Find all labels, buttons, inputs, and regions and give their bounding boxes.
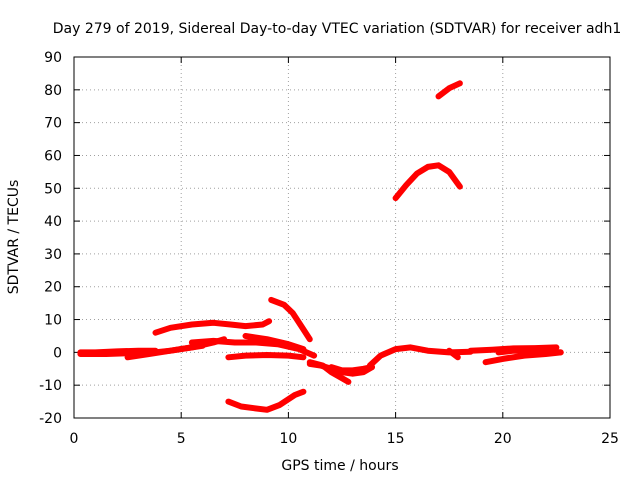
x-tick-label: 5 <box>177 431 186 447</box>
y-tick-label: 70 <box>44 116 62 132</box>
x-axis: 0 5 10 15 20 25 <box>70 57 619 447</box>
series-arc-9 <box>268 296 313 343</box>
y-tick-label: 20 <box>44 280 62 296</box>
y-tick-label: 30 <box>44 247 62 263</box>
y-tick-label: 0 <box>53 345 62 361</box>
series-arc-19 <box>435 80 463 100</box>
grid-lines <box>74 57 610 418</box>
y-tick-label: 40 <box>44 214 62 230</box>
series-arc-12 <box>328 364 375 374</box>
series-arc-17 <box>495 347 564 356</box>
x-tick-label: 10 <box>279 431 297 447</box>
series-arc-6 <box>225 352 307 361</box>
y-tick-label: 90 <box>44 50 62 66</box>
x-axis-label: GPS time / hours <box>281 458 398 474</box>
series-arc-4 <box>152 318 273 336</box>
y-tick-label: 60 <box>44 148 62 164</box>
y-tick-label: 10 <box>44 313 62 329</box>
y-tick-label: 50 <box>44 181 62 197</box>
y-tick-label: 80 <box>44 83 62 99</box>
x-tick-label: 25 <box>601 431 619 447</box>
y-axis-label: SDTVAR / TECUs <box>6 180 22 295</box>
series-arc-18 <box>392 162 463 202</box>
y-tick-label: -20 <box>39 411 62 427</box>
y-axis: -20 -10 0 10 20 30 40 50 60 70 80 90 <box>39 50 610 427</box>
data-traces <box>77 80 564 413</box>
x-tick-label: 15 <box>387 431 405 447</box>
series-arc-14 <box>446 347 461 361</box>
plot-frame <box>73 56 611 419</box>
x-tick-label: 0 <box>70 431 79 447</box>
series-arc-8 <box>225 388 307 413</box>
series-arc-3 <box>124 342 206 361</box>
series-arc-7 <box>242 333 307 353</box>
y-tick-label: -10 <box>39 378 62 394</box>
chart-title: Day 279 of 2019, Sidereal Day-to-day VTE… <box>53 21 621 37</box>
x-tick-label: 20 <box>494 431 512 447</box>
